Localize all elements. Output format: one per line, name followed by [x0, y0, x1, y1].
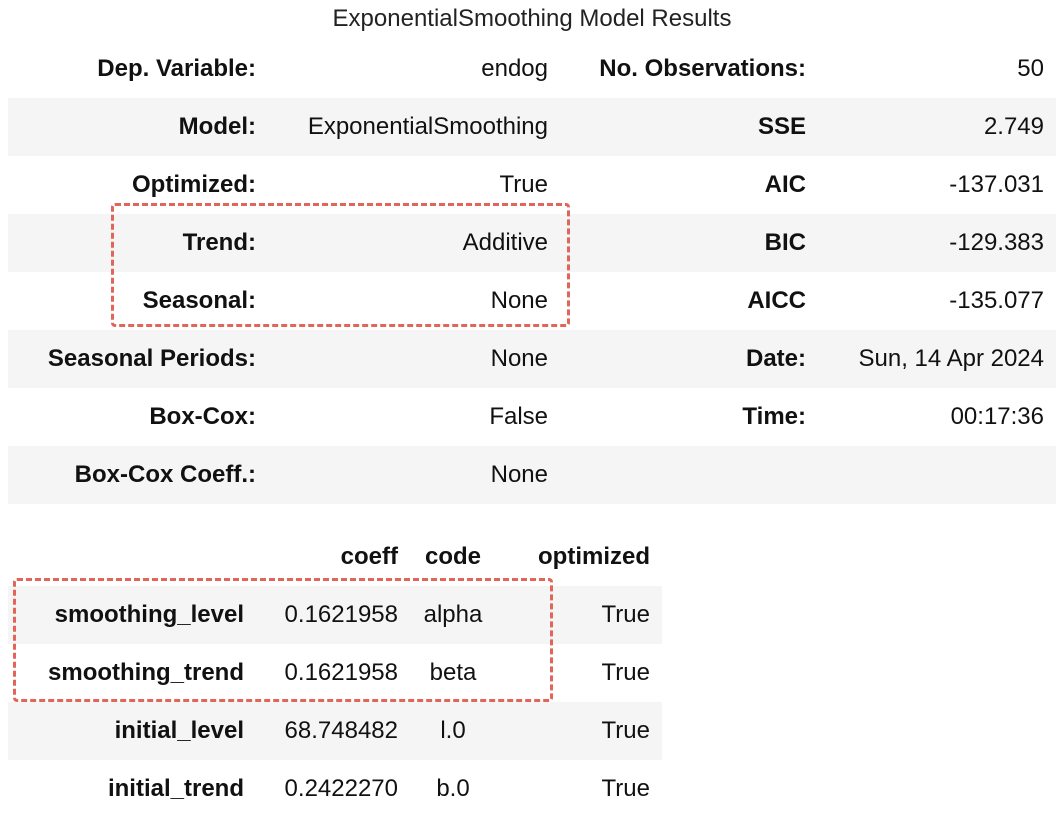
summary-value: True: [499, 171, 548, 198]
column-header-optimized: optimized: [538, 543, 650, 570]
param-name: smoothing_trend: [48, 659, 244, 686]
param-coeff: 0.1621958: [284, 659, 398, 686]
param-optimized: True: [601, 775, 650, 802]
summary-label: Box-Cox Coeff.:: [8, 446, 260, 504]
table-header-row: coeff code optimized: [8, 528, 662, 586]
table-row: Seasonal: None AICC -135.077: [8, 272, 1056, 330]
table-row: Trend: Additive BIC -129.383: [8, 214, 1056, 272]
summary-label: Time:: [742, 403, 806, 430]
summary-label: Seasonal Periods:: [8, 330, 260, 388]
column-header-code: code: [424, 543, 481, 570]
param-name: initial_level: [8, 702, 256, 760]
summary-label: Box-Cox:: [149, 403, 256, 430]
param-code: alpha: [410, 586, 496, 644]
param-code: beta: [429, 659, 477, 686]
param-coeff: 0.1621958: [256, 586, 410, 644]
table-row: initial_level 68.748482 l.0 True: [8, 702, 662, 760]
param-name: smoothing_level: [8, 586, 256, 644]
parameters-table: coeff code optimized smoothing_level 0.1…: [8, 528, 662, 818]
table-row: initial_trend 0.2422270 b.0 True: [8, 760, 662, 818]
summary-label: Model:: [8, 98, 260, 156]
summary-label: Optimized:: [132, 171, 256, 198]
param-coeff: 0.2422270: [284, 775, 398, 802]
table-row: Optimized: True AIC -137.031: [8, 156, 1056, 214]
summary-value: 00:17:36: [950, 403, 1044, 430]
summary-value: None: [260, 330, 556, 388]
param-optimized: True: [496, 702, 662, 760]
summary-value: Additive: [260, 214, 556, 272]
summary-label: Trend:: [8, 214, 260, 272]
summary-label: AICC: [747, 287, 806, 314]
summary-value: False: [489, 403, 548, 430]
summary-value: -129.383: [810, 214, 1056, 272]
model-summary-table: Dep. Variable: endog No. Observations: 5…: [8, 40, 1056, 504]
param-name: initial_trend: [107, 775, 244, 802]
summary-value: endog: [481, 55, 548, 82]
summary-value: None: [490, 287, 548, 314]
param-optimized: True: [601, 659, 650, 686]
table-row: Box-Cox Coeff.: None: [8, 446, 1056, 504]
summary-label: SSE: [556, 98, 810, 156]
summary-value: Sun, 14 Apr 2024: [810, 330, 1056, 388]
summary-label: BIC: [556, 214, 810, 272]
table-row: Seasonal Periods: None Date: Sun, 14 Apr…: [8, 330, 1056, 388]
summary-value: [810, 446, 1056, 504]
table-caption: ExponentialSmoothing Model Results: [332, 5, 732, 32]
summary-value: -135.077: [949, 287, 1044, 314]
summary-label: Dep. Variable:: [97, 55, 256, 82]
summary-value: -137.031: [949, 171, 1044, 198]
summary-label: Date:: [556, 330, 810, 388]
param-code: b.0: [436, 775, 470, 802]
summary-label: No. Observations:: [599, 55, 806, 82]
param-optimized: True: [496, 586, 662, 644]
param-coeff: 68.748482: [256, 702, 410, 760]
summary-value: ExponentialSmoothing: [260, 98, 556, 156]
summary-label: Seasonal:: [142, 287, 256, 314]
summary-value: 2.749: [810, 98, 1056, 156]
table-row: Model: ExponentialSmoothing SSE 2.749: [8, 98, 1056, 156]
summary-value: None: [260, 446, 556, 504]
column-header-coeff: coeff: [340, 543, 398, 570]
column-header: [8, 528, 256, 586]
table-row: smoothing_level 0.1621958 alpha True: [8, 586, 662, 644]
summary-label: [556, 446, 810, 504]
table-row: Box-Cox: False Time: 00:17:36: [8, 388, 1056, 446]
param-code: l.0: [410, 702, 496, 760]
summary-label: AIC: [764, 171, 806, 198]
table-row: Dep. Variable: endog No. Observations: 5…: [8, 40, 1056, 98]
summary-value: 50: [1017, 55, 1044, 82]
table-row: smoothing_trend 0.1621958 beta True: [8, 644, 662, 702]
